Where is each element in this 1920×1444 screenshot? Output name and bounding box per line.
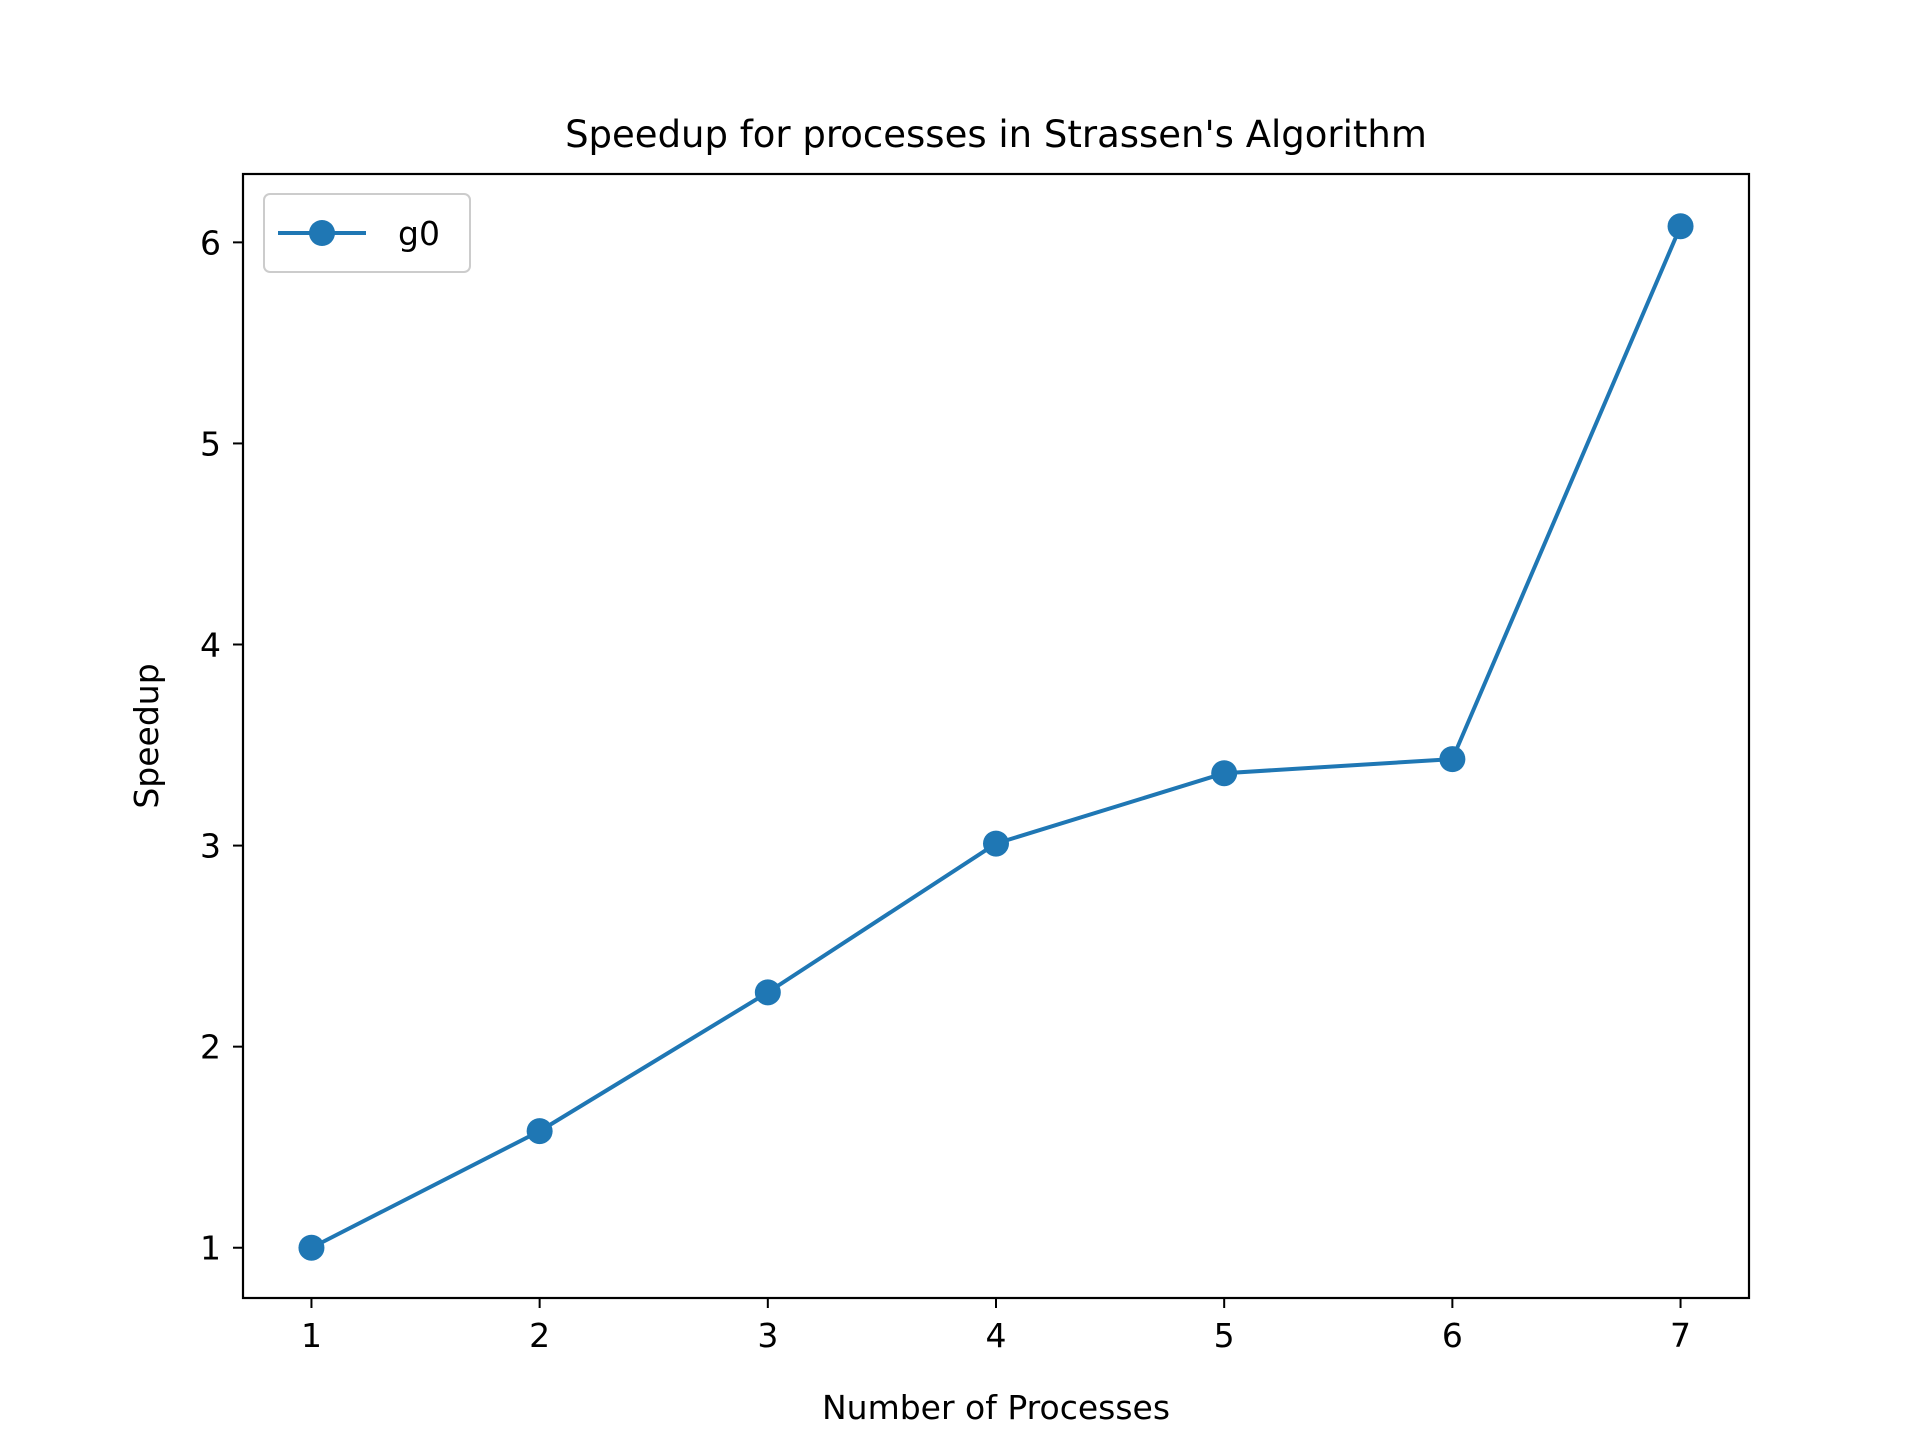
y-tick-label: 5 [200,424,221,463]
y-axis-label: Speedup [127,663,166,808]
y-tick-label: 1 [200,1229,221,1268]
data-point [754,979,781,1006]
legend-marker-icon [309,220,335,246]
y-tick-label: 3 [200,827,221,866]
y-tick-label: 4 [200,626,221,665]
axis-ticks: 1 2 3 4 5 6 7 1 2 3 4 5 6 [200,223,1691,1355]
y-tick-label: 2 [200,1028,221,1067]
series-g0 [298,213,1694,1261]
x-tick-label: 1 [301,1316,322,1355]
y-tick-label: 6 [200,223,221,262]
data-point [1211,760,1238,787]
x-tick-label: 2 [529,1316,550,1355]
x-tick-label: 7 [1670,1316,1691,1355]
x-axis-label: Number of Processes [822,1388,1170,1427]
data-point [983,830,1009,857]
chart-title: Speedup for processes in Strassen's Algo… [565,113,1427,156]
data-point [526,1118,553,1145]
legend-box [263,193,471,273]
x-tick-label: 6 [1442,1316,1463,1355]
legend-label: g0 [398,214,440,253]
data-point [1439,746,1466,773]
data-point [1667,213,1694,240]
x-tick-label: 5 [1214,1316,1235,1355]
x-tick-label: 4 [986,1316,1007,1355]
x-tick-label: 3 [757,1316,778,1355]
legend: g0 [263,193,471,273]
data-point [298,1234,325,1261]
